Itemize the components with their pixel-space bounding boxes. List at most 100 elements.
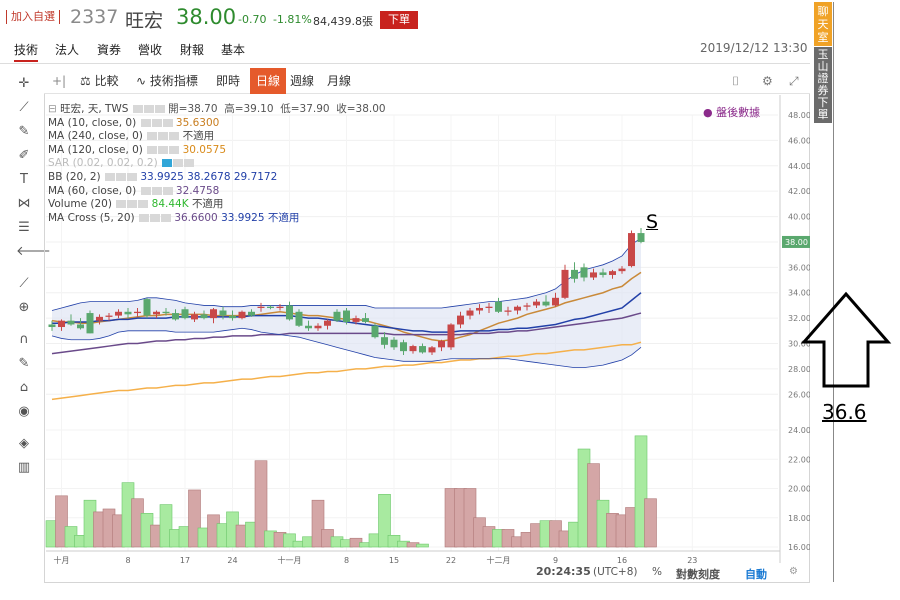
- eye-icon[interactable]: ◉: [18, 404, 30, 419]
- candle-body: [409, 346, 417, 352]
- dot-icon: ●: [703, 106, 717, 119]
- camera-icon[interactable]: ⌷: [732, 74, 740, 88]
- pen-icon[interactable]: ✐: [18, 148, 30, 163]
- tab-margin[interactable]: 資券: [97, 43, 122, 57]
- toggle-icon[interactable]: [154, 105, 165, 113]
- candle-body: [153, 311, 160, 315]
- arrow-left-icon[interactable]: 🡐: [16, 244, 51, 259]
- lock-drawing-icon[interactable]: ✎: [18, 356, 30, 371]
- bollinger-band-fill: [52, 238, 641, 368]
- candle-body: [210, 309, 217, 319]
- toggle-icon[interactable]: [143, 105, 154, 113]
- toggle-icon[interactable]: [158, 145, 169, 154]
- toggle-icon[interactable]: [151, 186, 162, 195]
- log-scale-toggle[interactable]: 對數刻度: [676, 568, 720, 581]
- candle-body: [390, 339, 398, 348]
- legend-symbol: 旺宏, 天, TWS: [60, 103, 129, 115]
- toggle-icon[interactable]: [140, 186, 151, 195]
- legend-label: MA (120, close, 0): [48, 143, 143, 156]
- auto-scale-toggle[interactable]: 自動: [745, 568, 767, 581]
- candle-body: [428, 347, 436, 353]
- legend-value: 32.4758: [175, 184, 220, 197]
- magnet-icon[interactable]: ∩: [19, 332, 29, 347]
- candle-body: [181, 309, 189, 319]
- toggle-icon[interactable]: [169, 145, 180, 154]
- zoom-in-icon[interactable]: ⊕: [18, 300, 30, 315]
- ruler-icon[interactable]: ⟋: [19, 276, 29, 291]
- footer-settings-icon[interactable]: ⚙: [789, 566, 798, 577]
- legend-ma240-row: MA (240, close, 0) 不適用: [48, 130, 408, 144]
- legend-value: 30.0575: [182, 143, 226, 156]
- toggle-icon[interactable]: [116, 200, 127, 209]
- y-tick-label: 44.00: [788, 162, 810, 171]
- daily-button[interactable]: 日線: [250, 68, 287, 94]
- y-tick-label: 36.00: [788, 263, 810, 272]
- percent-toggle[interactable]: %: [652, 566, 662, 578]
- visibility-toggle-icon[interactable]: [162, 159, 173, 168]
- volume-bar: [254, 460, 268, 548]
- tab-profile[interactable]: 基本: [221, 43, 246, 57]
- volume-bar: [311, 499, 325, 548]
- tab-revenue[interactable]: 營收: [138, 43, 163, 57]
- toggle-icon[interactable]: [169, 132, 180, 141]
- toggle-icon[interactable]: [140, 118, 151, 127]
- legend-value: 38.2678: [187, 170, 231, 183]
- realtime-button[interactable]: 即時: [216, 74, 241, 88]
- broker-order-tab[interactable]: 玉山證券下單: [814, 47, 832, 123]
- toggle-icon[interactable]: [162, 186, 173, 195]
- fullscreen-icon[interactable]: ⤢: [789, 74, 799, 88]
- toggle-icon[interactable]: [160, 213, 171, 222]
- brush-icon[interactable]: ✎: [18, 124, 30, 139]
- tab-technical[interactable]: 技術: [14, 40, 39, 62]
- toggle-icon[interactable]: [162, 118, 173, 127]
- monthly-button[interactable]: 月線: [327, 74, 352, 88]
- weekly-button[interactable]: 週線: [290, 74, 315, 88]
- pattern-icon[interactable]: ⋈: [17, 196, 31, 211]
- tab-institutional[interactable]: 法人: [55, 43, 80, 57]
- toggle-icon[interactable]: [149, 213, 160, 222]
- toggle-icon[interactable]: [158, 132, 169, 141]
- unlock-icon[interactable]: ⌂: [19, 380, 29, 395]
- chatroom-tab[interactable]: 聊天室: [814, 2, 832, 46]
- toggle-icon[interactable]: [173, 159, 184, 168]
- toggle-icon[interactable]: [105, 172, 115, 181]
- indicators-button[interactable]: ∿ 技術指標: [136, 68, 198, 94]
- add-watchlist-button[interactable]: 加入自選: [6, 10, 60, 24]
- layers-icon[interactable]: ◈: [19, 436, 29, 451]
- tab-financials[interactable]: 財報: [180, 43, 205, 57]
- crosshair-icon[interactable]: ✛: [18, 76, 30, 91]
- timezone[interactable]: (UTC+8): [593, 566, 638, 578]
- compare-button[interactable]: ⚖ 比較: [80, 68, 119, 94]
- x-tick-label: 8: [344, 556, 349, 565]
- toggle-icon[interactable]: [147, 145, 158, 154]
- toggle-icon[interactable]: [138, 200, 149, 209]
- add-symbol-icon[interactable]: +|: [52, 74, 67, 88]
- legend-value: 不適用: [191, 198, 224, 211]
- toggle-icon[interactable]: [151, 118, 162, 127]
- candle-body: [314, 325, 322, 329]
- price-chart[interactable]: 48.00 46.00 44.00 42.00 40.00 38.00 36.00 34.00…: [44, 95, 810, 583]
- trash-icon[interactable]: ▥: [17, 460, 31, 475]
- order-button[interactable]: 下單: [380, 11, 418, 29]
- trendline-icon[interactable]: ⟋: [19, 100, 29, 115]
- toggle-icon[interactable]: [132, 105, 143, 113]
- candle-body: [267, 306, 274, 308]
- candlesticks: [48, 227, 645, 355]
- toggle-icon[interactable]: [138, 213, 149, 222]
- toggle-icon[interactable]: [147, 132, 158, 141]
- candle-body: [514, 306, 521, 311]
- toggle-icon[interactable]: [116, 172, 126, 181]
- legend-ohlc: 開=38.70 高=39.10 低=37.90 收=38.00: [168, 103, 386, 115]
- legend-value: 33.9925: [221, 211, 265, 224]
- settings-icon[interactable]: ⚙: [762, 74, 773, 88]
- toggle-icon[interactable]: [127, 200, 138, 209]
- fib-icon[interactable]: ☰: [18, 220, 30, 235]
- text-icon[interactable]: T: [20, 172, 28, 187]
- toggle-icon[interactable]: [184, 159, 195, 168]
- legend-title-row: ⊟ 旺宏, 天, TWS 開=38.70 高=39.10 低=37.90 收=3…: [48, 103, 408, 117]
- toggle-icon[interactable]: [127, 172, 137, 181]
- candle-body: [542, 301, 550, 306]
- collapse-icon[interactable]: ⊟: [48, 103, 57, 115]
- candle-body: [533, 301, 540, 306]
